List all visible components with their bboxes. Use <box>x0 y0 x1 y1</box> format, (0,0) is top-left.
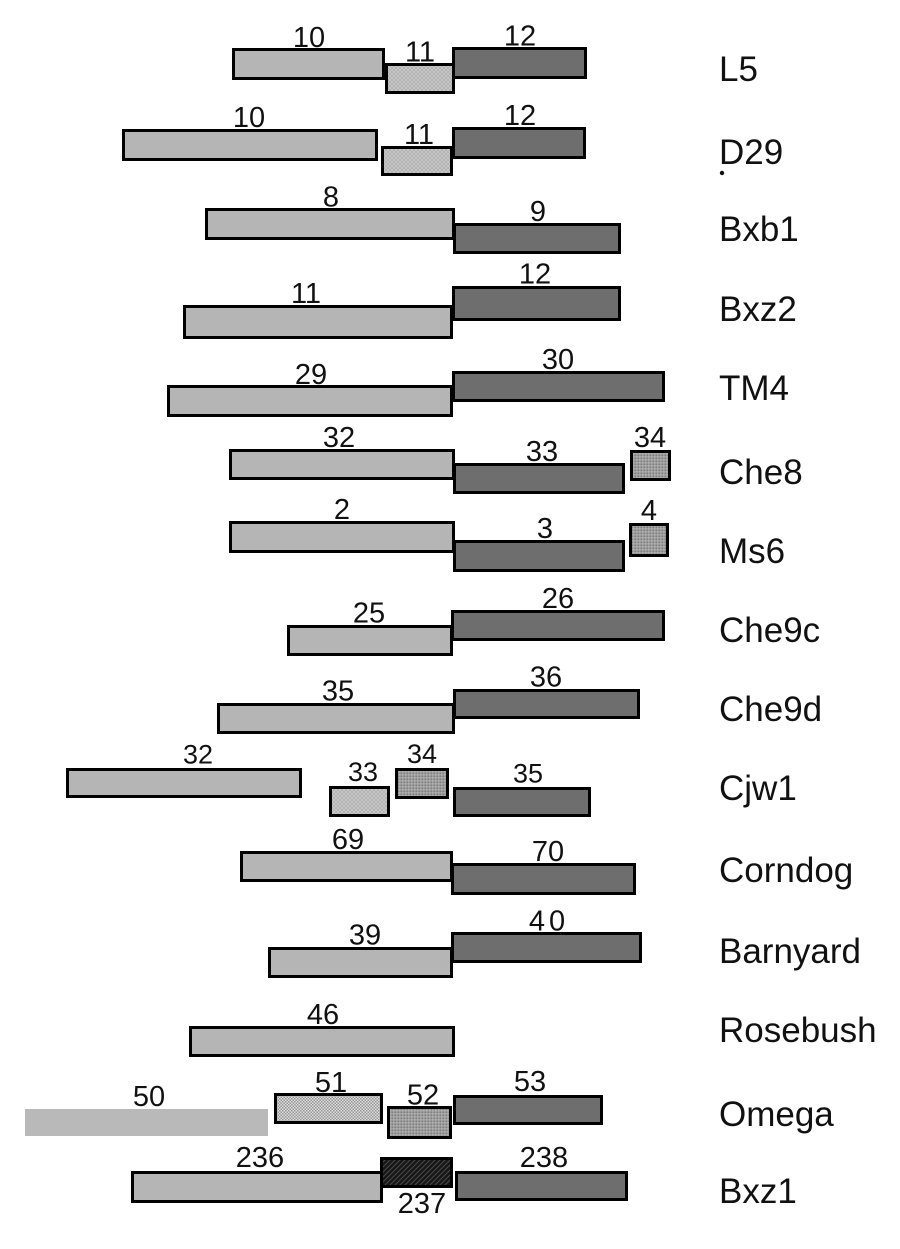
svg-text:Che9c: Che9c <box>719 611 820 650</box>
svg-text:70: 70 <box>532 836 564 868</box>
svg-text:10: 10 <box>293 22 325 54</box>
svg-text:53: 53 <box>514 1066 546 1098</box>
svg-text:52: 52 <box>407 1080 439 1112</box>
svg-text:236: 236 <box>236 1142 284 1174</box>
svg-text:34: 34 <box>407 739 437 769</box>
svg-text:12: 12 <box>504 21 536 53</box>
svg-text:11: 11 <box>404 119 434 151</box>
svg-text:Rosebush: Rosebush <box>719 1011 877 1050</box>
svg-text:36: 36 <box>530 662 562 694</box>
svg-text:35: 35 <box>513 759 543 789</box>
svg-text:50: 50 <box>133 1081 165 1113</box>
svg-text:Bxb1: Bxb1 <box>719 210 799 249</box>
svg-text:46: 46 <box>307 999 339 1031</box>
svg-text:Corndog: Corndog <box>719 851 853 890</box>
svg-text:3: 3 <box>537 513 553 545</box>
svg-text:32: 32 <box>323 422 355 454</box>
svg-text:Omega: Omega <box>719 1095 834 1134</box>
svg-text:11: 11 <box>405 37 435 69</box>
svg-text:33: 33 <box>526 436 558 468</box>
svg-text:2: 2 <box>334 494 350 526</box>
svg-text:8: 8 <box>323 182 339 214</box>
svg-text:12: 12 <box>504 100 536 132</box>
svg-text:Cjw1: Cjw1 <box>719 769 797 808</box>
svg-text:Barnyard: Barnyard <box>719 932 861 971</box>
svg-text:34: 34 <box>634 422 666 454</box>
svg-text:26: 26 <box>542 583 574 615</box>
svg-text:51: 51 <box>315 1067 347 1099</box>
svg-text:Bxz2: Bxz2 <box>719 290 797 329</box>
svg-text:29: 29 <box>295 359 327 391</box>
svg-text:L5: L5 <box>719 50 758 89</box>
svg-text:Che8: Che8 <box>719 453 803 492</box>
svg-text:32: 32 <box>183 740 213 770</box>
svg-text:Ms6: Ms6 <box>719 532 785 571</box>
svg-text:238: 238 <box>520 1142 568 1174</box>
svg-text:39: 39 <box>349 920 381 952</box>
svg-text:40: 40 <box>529 906 569 938</box>
svg-text:Che9d: Che9d <box>719 690 822 729</box>
svg-text:237: 237 <box>398 1188 446 1220</box>
svg-text:35: 35 <box>322 676 354 708</box>
svg-text:25: 25 <box>353 598 385 630</box>
svg-text:69: 69 <box>332 824 364 856</box>
svg-text:Bxz1: Bxz1 <box>719 1172 797 1211</box>
svg-text:9: 9 <box>530 196 546 228</box>
svg-text:TM4: TM4 <box>719 369 789 408</box>
svg-text:10: 10 <box>233 102 265 134</box>
svg-text:12: 12 <box>519 259 551 291</box>
svg-text:33: 33 <box>348 757 378 787</box>
svg-text:30: 30 <box>542 344 574 376</box>
svg-text:4: 4 <box>641 495 657 527</box>
svg-text:11: 11 <box>291 278 321 310</box>
svg-text:D29: D29 <box>719 133 783 172</box>
